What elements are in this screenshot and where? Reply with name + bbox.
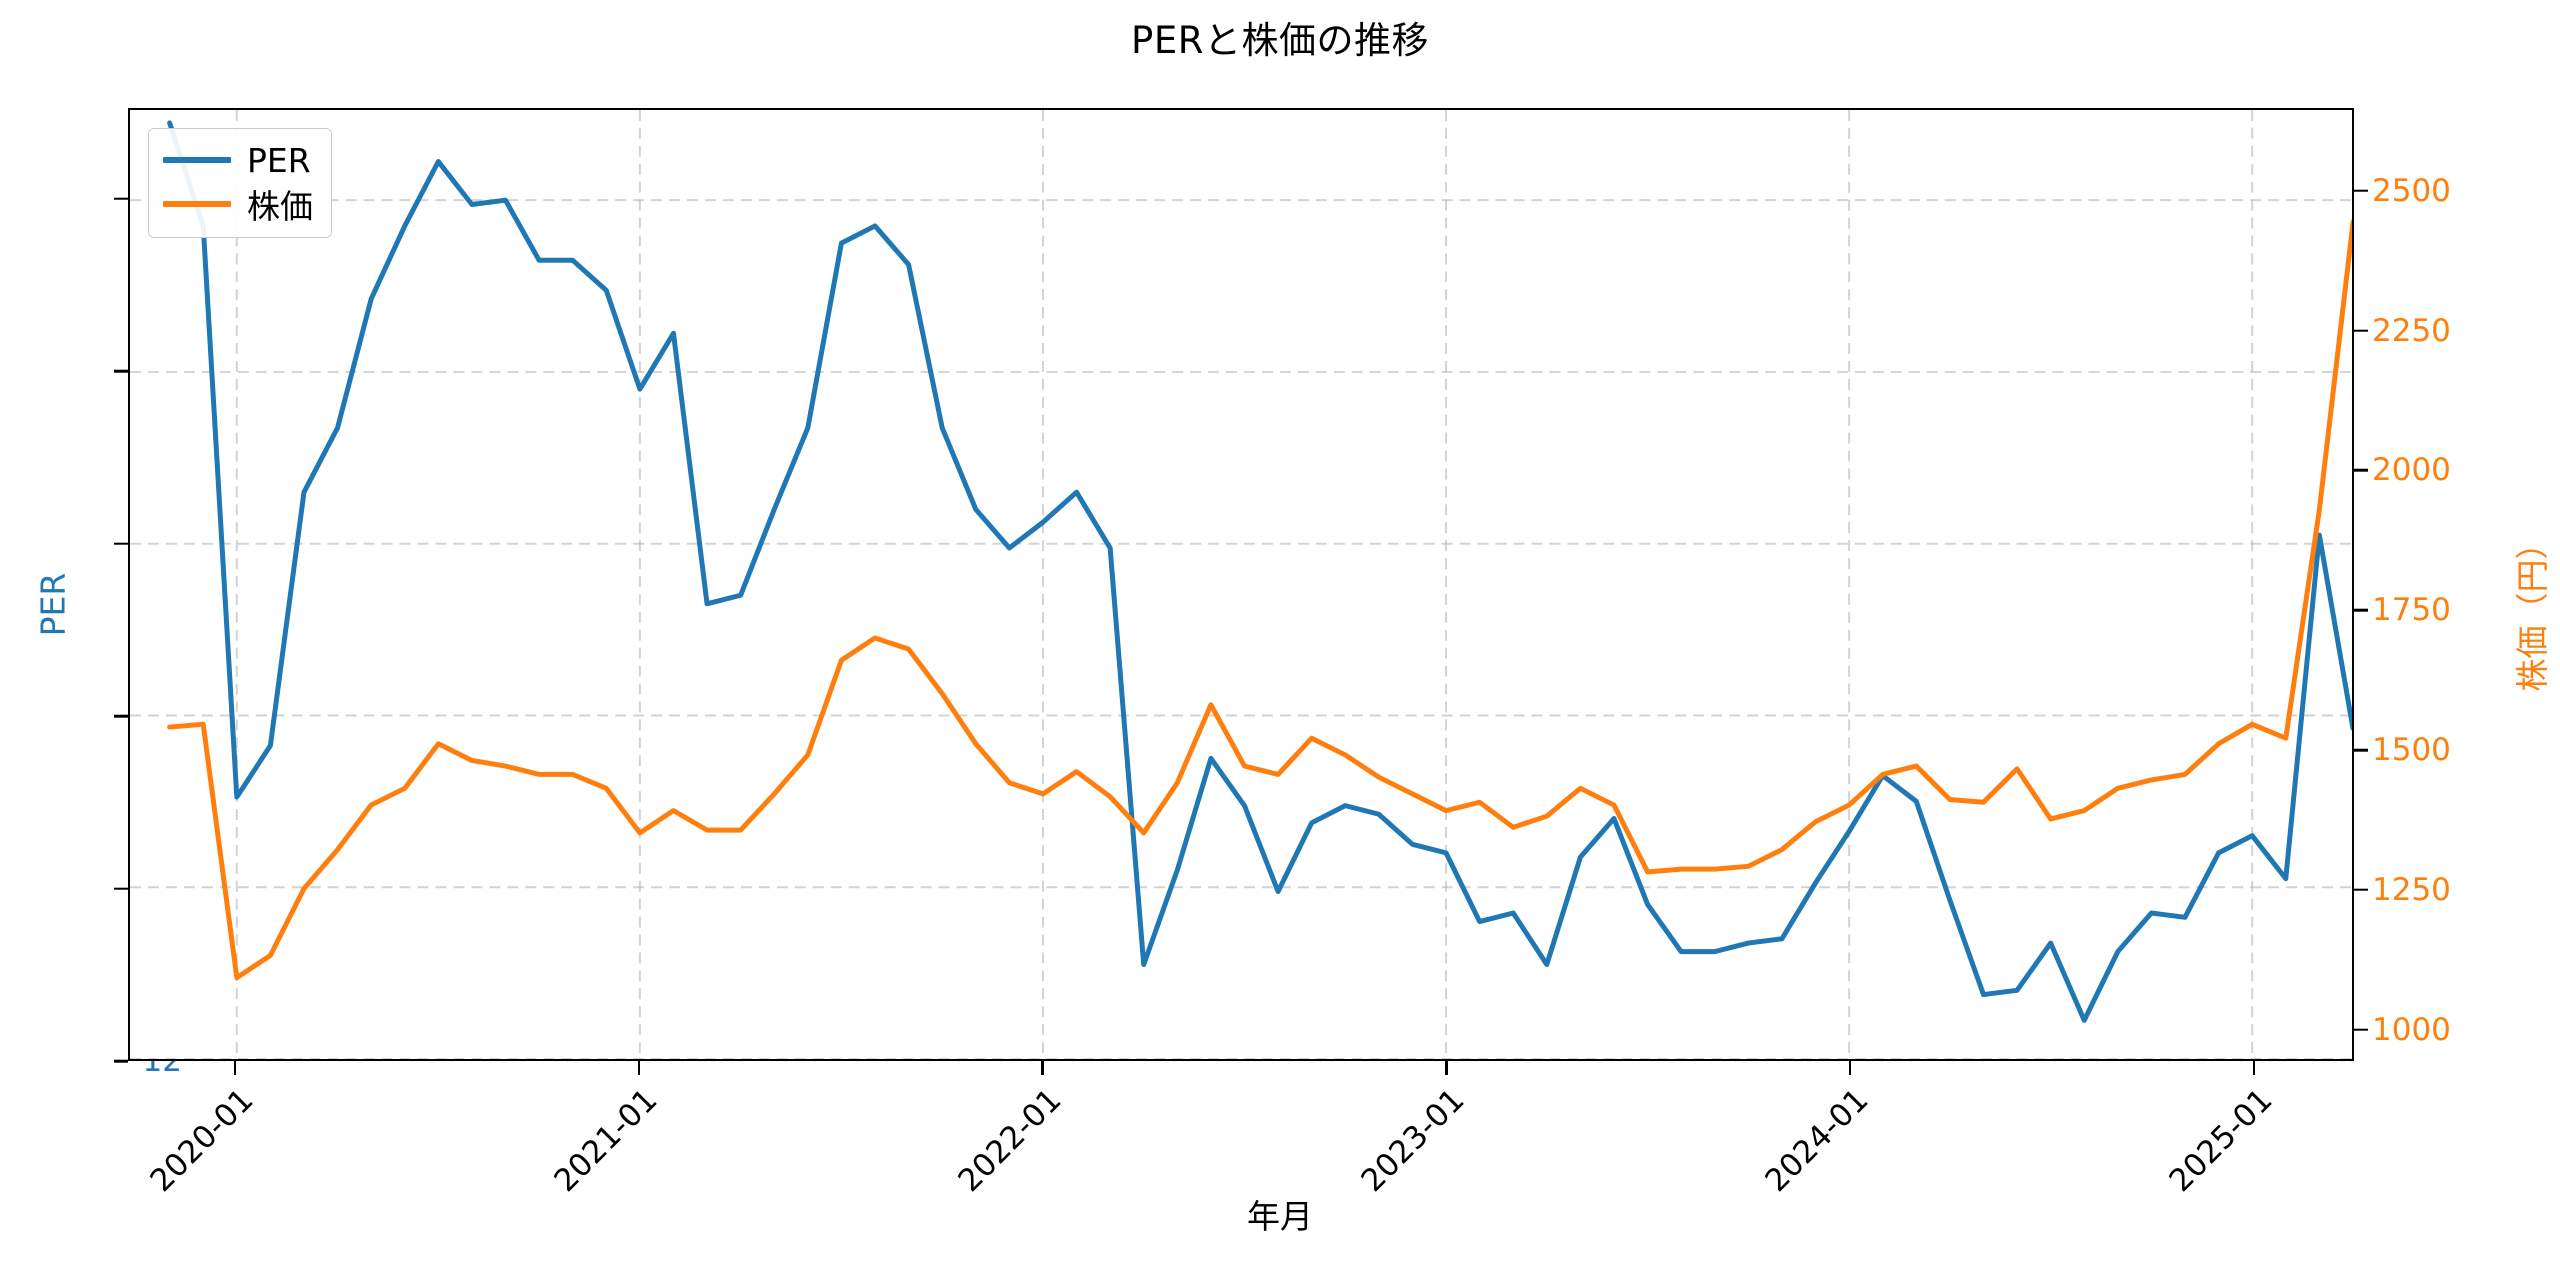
y-axis-right-tick-label: 1250 <box>2372 871 2451 908</box>
y-axis-left-tick-mark <box>114 542 128 545</box>
x-axis-tick-mark <box>1445 1061 1448 1075</box>
y-axis-left-tick-mark <box>114 714 128 718</box>
y-axis-left-tick-mark <box>114 369 128 373</box>
y-axis-left-tick-mark <box>114 1059 128 1063</box>
y-axis-right-tick-mark <box>2354 329 2368 332</box>
y-axis-right-tick-mark <box>2354 888 2368 892</box>
y-axis-left-label: PER <box>33 572 73 637</box>
y-axis-right-tick-mark <box>2354 608 2368 612</box>
chart-legend: PER 株価 <box>148 128 332 238</box>
series-lines <box>167 120 2352 1023</box>
chart-title: PERと株価の推移 <box>1131 19 1429 62</box>
y-axis-left-tick-mark <box>114 887 128 890</box>
y-axis-right-tick-mark <box>2354 1028 2368 1031</box>
y-axis-right-tick-label: 1500 <box>2372 732 2451 769</box>
y-axis-right-tick-label: 1750 <box>2372 592 2451 629</box>
y-axis-left-tick-mark <box>114 197 128 200</box>
legend-item[interactable]: PER <box>163 138 313 182</box>
y-axis-right-tick-mark <box>2354 469 2368 472</box>
legend-color-swatch <box>163 201 231 207</box>
plot-svg <box>130 110 2352 1059</box>
legend-item-label: 株価 <box>247 187 313 226</box>
legend-item[interactable]: 株価 <box>163 182 313 226</box>
plot-area <box>128 108 2354 1061</box>
x-axis-tick-mark <box>1041 1061 1044 1075</box>
x-axis-label: 年月 <box>1247 1197 1313 1236</box>
x-axis-tick-mark <box>1848 1061 1852 1075</box>
legend-item-label: PER <box>247 140 311 180</box>
legend-color-swatch <box>163 157 231 163</box>
x-axis-tick-mark <box>2252 1061 2256 1075</box>
y-axis-right-tick-label: 2250 <box>2372 312 2451 349</box>
y-axis-right-tick-label: 2500 <box>2372 172 2451 209</box>
x-axis-tick-mark <box>637 1061 641 1075</box>
y-axis-right-tick-label: 2000 <box>2372 452 2451 489</box>
x-axis-tick-mark <box>233 1061 237 1075</box>
y-axis-right-tick-label: 1000 <box>2372 1011 2451 1048</box>
y-axis-right-label: 株価（円） <box>2513 526 2552 692</box>
gridlines <box>130 110 2352 1059</box>
y-axis-right-tick-mark <box>2354 189 2368 193</box>
y-axis-right-tick-mark <box>2354 748 2368 752</box>
